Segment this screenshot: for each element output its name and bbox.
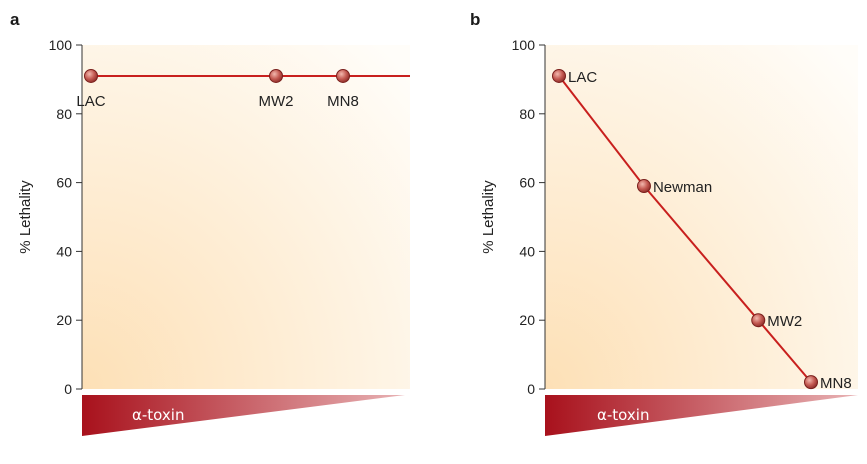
- panel-b: b 0 20 40 60 80 100 % Lethality LAC Newman MW2 M…: [470, 10, 858, 436]
- panel-b-y-axis: 0 20 40 60 80 100: [512, 37, 546, 397]
- panel-b-y-tick-label: 100: [512, 37, 536, 53]
- panel-a-point-lac: [84, 68, 98, 83]
- panel-b-letter: b: [470, 10, 480, 29]
- panel-b-point-mw2: [751, 313, 766, 328]
- panel-a-y-axis-label: % Lethality: [17, 180, 34, 254]
- panel-a-point-label-lac: LAC: [76, 93, 105, 110]
- panel-b-y-tick-label: 60: [519, 175, 535, 191]
- panel-b-alpha-toxin-wedge: α-toxin: [545, 395, 858, 436]
- panel-a-point-label-mn8: MN8: [327, 93, 359, 110]
- panel-b-point-label-lac: LAC: [568, 69, 597, 86]
- panel-a-y-axis: 0 20 40 60 80 100: [49, 37, 83, 397]
- panel-a-point-mn8: [336, 68, 351, 83]
- panel-b-y-tick-label: 80: [519, 106, 535, 122]
- panel-b-point-label-mn8: MN8: [820, 375, 852, 392]
- panel-b-series-line: [558, 75, 812, 383]
- panel-a-y-tick-label: 80: [56, 106, 72, 122]
- panel-a: a 0 20 40 60 80 100 % Lethality LAC MW2 MN8 α-t…: [10, 10, 410, 436]
- panel-a-point-label-mw2: MW2: [259, 93, 294, 110]
- panel-b-y-tick-label: 0: [527, 381, 535, 397]
- panel-b-point-label-newman: Newman: [653, 179, 712, 196]
- panel-b-point-lac: [552, 68, 566, 83]
- panel-a-alpha-toxin-wedge: α-toxin: [82, 395, 405, 436]
- panel-a-letter: a: [10, 10, 20, 29]
- panel-a-y-tick-label: 60: [56, 175, 72, 191]
- panel-a-y-tick-label: 0: [64, 381, 72, 397]
- panel-b-wedge-label: α-toxin: [597, 406, 649, 424]
- panel-b-point-newman: [636, 179, 651, 194]
- panel-b-y-axis-label: % Lethality: [480, 180, 497, 254]
- panel-a-wedge-label: α-toxin: [132, 406, 184, 424]
- panel-a-y-tick-label: 40: [56, 243, 72, 259]
- panel-a-point-mw2: [269, 68, 284, 83]
- panel-b-plot-area: [545, 45, 858, 389]
- panel-b-point-mn8: [804, 375, 818, 390]
- panel-a-y-tick-label: 100: [49, 37, 73, 53]
- panel-a-y-tick-label: 20: [56, 312, 72, 328]
- panel-a-plot-area: [82, 45, 410, 389]
- panel-b-y-tick-label: 40: [519, 243, 535, 259]
- panel-b-point-label-mw2: MW2: [767, 313, 802, 330]
- panel-b-y-tick-label: 20: [519, 312, 535, 328]
